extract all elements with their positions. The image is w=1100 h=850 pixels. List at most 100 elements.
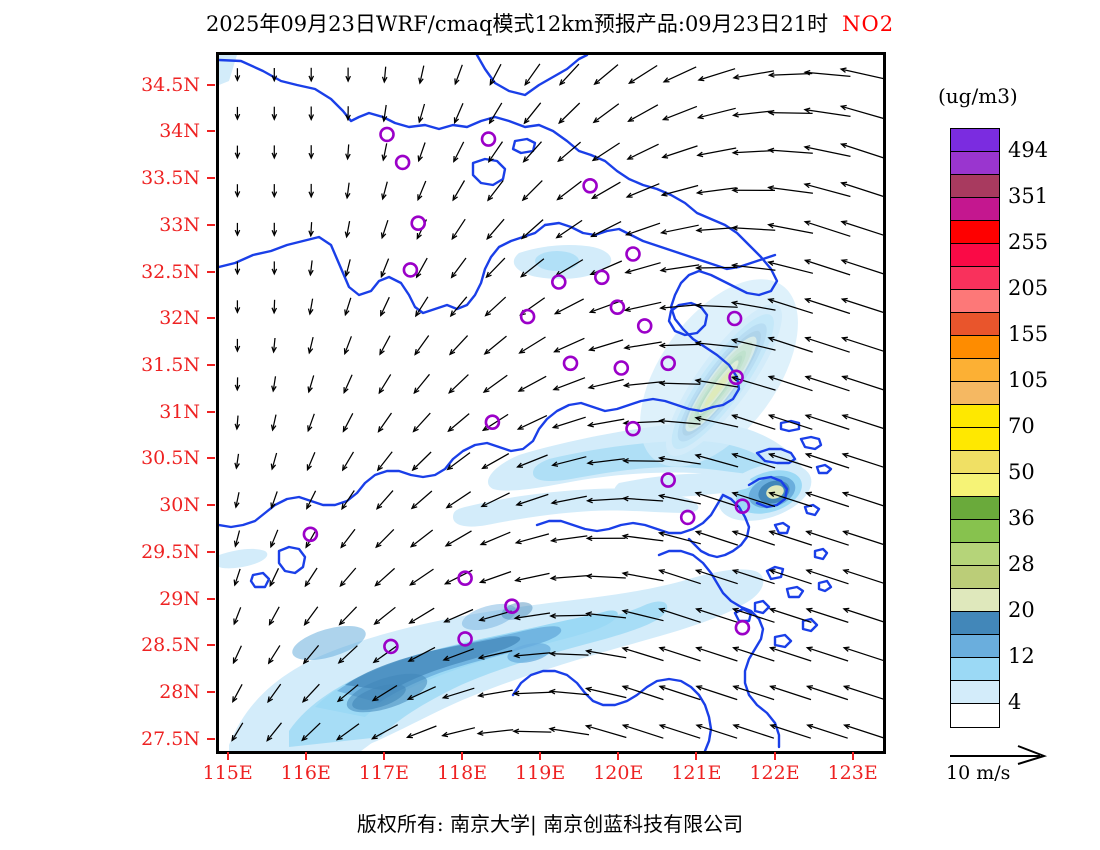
wind-arrow bbox=[308, 106, 315, 122]
wind-arrow bbox=[408, 607, 435, 624]
wind-scale-arrow-icon bbox=[948, 744, 1058, 766]
wind-arrow bbox=[381, 104, 388, 123]
station-marker[interactable] bbox=[582, 178, 598, 194]
wind-arrow bbox=[485, 257, 506, 279]
wind-arrow bbox=[841, 452, 883, 468]
wind-arrow bbox=[657, 455, 701, 465]
wind-arrow bbox=[269, 568, 280, 588]
wind-arrow bbox=[233, 568, 241, 587]
station-marker[interactable] bbox=[457, 570, 473, 587]
station-marker[interactable] bbox=[660, 355, 677, 372]
station-marker[interactable] bbox=[410, 215, 426, 231]
station-marker[interactable] bbox=[379, 126, 395, 143]
wind-arrow bbox=[233, 530, 241, 548]
station-marker[interactable] bbox=[609, 299, 626, 315]
wind-arrow bbox=[628, 64, 658, 85]
page-title: 2025年09月23日WRF/cmaq模式12km预报产品:09月23日21时 N… bbox=[0, 8, 1100, 38]
wind-arrow bbox=[730, 300, 776, 311]
lat-tick-label: 32N bbox=[159, 307, 200, 330]
wind-arrow bbox=[768, 607, 812, 623]
wind-arrow bbox=[549, 574, 588, 581]
station-marker[interactable] bbox=[383, 638, 399, 655]
lat-tick-label: 32.5N bbox=[141, 260, 200, 283]
wind-arrow bbox=[479, 531, 511, 546]
station-marker[interactable] bbox=[480, 131, 497, 147]
map-canvas[interactable] bbox=[219, 55, 883, 751]
wind-arrow bbox=[373, 606, 396, 625]
station-marker[interactable] bbox=[728, 369, 744, 386]
station-marker[interactable] bbox=[484, 414, 501, 431]
wind-arrow bbox=[767, 336, 813, 353]
wind-arrow bbox=[587, 378, 624, 390]
station-marker[interactable] bbox=[734, 619, 751, 636]
colorbar-tick-label: 4 bbox=[1008, 690, 1022, 714]
station-marker[interactable] bbox=[660, 472, 677, 488]
wind-arrow bbox=[769, 685, 812, 701]
wind-arrow bbox=[483, 335, 507, 355]
wind-arrow bbox=[516, 415, 548, 430]
lat-tick-mark bbox=[207, 130, 215, 133]
wind-arrow bbox=[444, 530, 472, 547]
wind-arrow bbox=[415, 257, 428, 279]
wind-arrow bbox=[380, 258, 390, 279]
station-marker[interactable] bbox=[625, 246, 641, 262]
station-marker[interactable] bbox=[519, 308, 536, 325]
wind-arrow bbox=[767, 260, 814, 274]
wind-arrow bbox=[234, 145, 241, 160]
wind-arrow bbox=[840, 181, 883, 197]
colorbar-band bbox=[951, 267, 999, 290]
wind-arrow bbox=[842, 646, 883, 662]
lat-tick-label: 30N bbox=[159, 494, 200, 517]
station-marker[interactable] bbox=[504, 598, 520, 615]
lat-tick-label: 30.5N bbox=[141, 447, 200, 470]
station-marker[interactable] bbox=[636, 318, 653, 334]
wind-arrow bbox=[585, 611, 627, 619]
wind-arrow bbox=[267, 645, 281, 665]
wind-arrow bbox=[487, 180, 504, 202]
wind-arrow bbox=[514, 533, 550, 545]
wind-arrow bbox=[476, 729, 514, 736]
station-marker[interactable] bbox=[550, 274, 567, 290]
wind-arrow bbox=[768, 530, 812, 546]
station-marker[interactable] bbox=[394, 154, 411, 171]
station-marker[interactable] bbox=[726, 310, 743, 327]
wind-arrow bbox=[270, 491, 278, 510]
wind-arrow bbox=[449, 296, 468, 318]
wind-arrow bbox=[374, 567, 396, 587]
station-marker[interactable] bbox=[402, 262, 419, 278]
station-marker[interactable] bbox=[679, 509, 696, 526]
wind-arrow bbox=[658, 685, 701, 701]
wind-arrow bbox=[410, 490, 433, 510]
colorbar-band bbox=[951, 704, 999, 727]
wind-arrow bbox=[271, 68, 278, 83]
wind-arrow bbox=[804, 452, 850, 469]
wind-arrow bbox=[731, 607, 775, 623]
wind-arrow bbox=[453, 103, 464, 125]
station-marker[interactable] bbox=[302, 526, 319, 543]
station-marker[interactable] bbox=[625, 420, 641, 437]
wind-arrow bbox=[270, 414, 277, 432]
colorbar[interactable] bbox=[950, 128, 1000, 728]
station-marker[interactable] bbox=[562, 355, 579, 372]
wind-arrow bbox=[839, 142, 883, 159]
station-marker[interactable] bbox=[734, 498, 751, 515]
colorbar-band bbox=[951, 635, 999, 658]
wind-arrow bbox=[271, 337, 277, 354]
wind-arrow bbox=[661, 145, 698, 159]
station-marker[interactable] bbox=[457, 631, 473, 647]
wind-arrow bbox=[523, 102, 542, 125]
lat-tick-label: 33.5N bbox=[141, 167, 200, 190]
wind-arrow bbox=[803, 182, 851, 198]
lat-tick-mark bbox=[207, 270, 215, 273]
wind-arrow bbox=[694, 265, 738, 271]
wind-arrow bbox=[344, 220, 351, 239]
plume-southwest bbox=[229, 569, 764, 751]
station-marker[interactable] bbox=[593, 269, 610, 286]
wind-vector-field bbox=[231, 63, 883, 742]
station-marker[interactable] bbox=[613, 360, 630, 376]
colorbar-band bbox=[951, 221, 999, 244]
wind-arrow bbox=[695, 607, 738, 623]
wind-arrow bbox=[339, 567, 357, 588]
map-plot-area[interactable] bbox=[216, 52, 886, 754]
wind-arrow bbox=[380, 296, 390, 317]
